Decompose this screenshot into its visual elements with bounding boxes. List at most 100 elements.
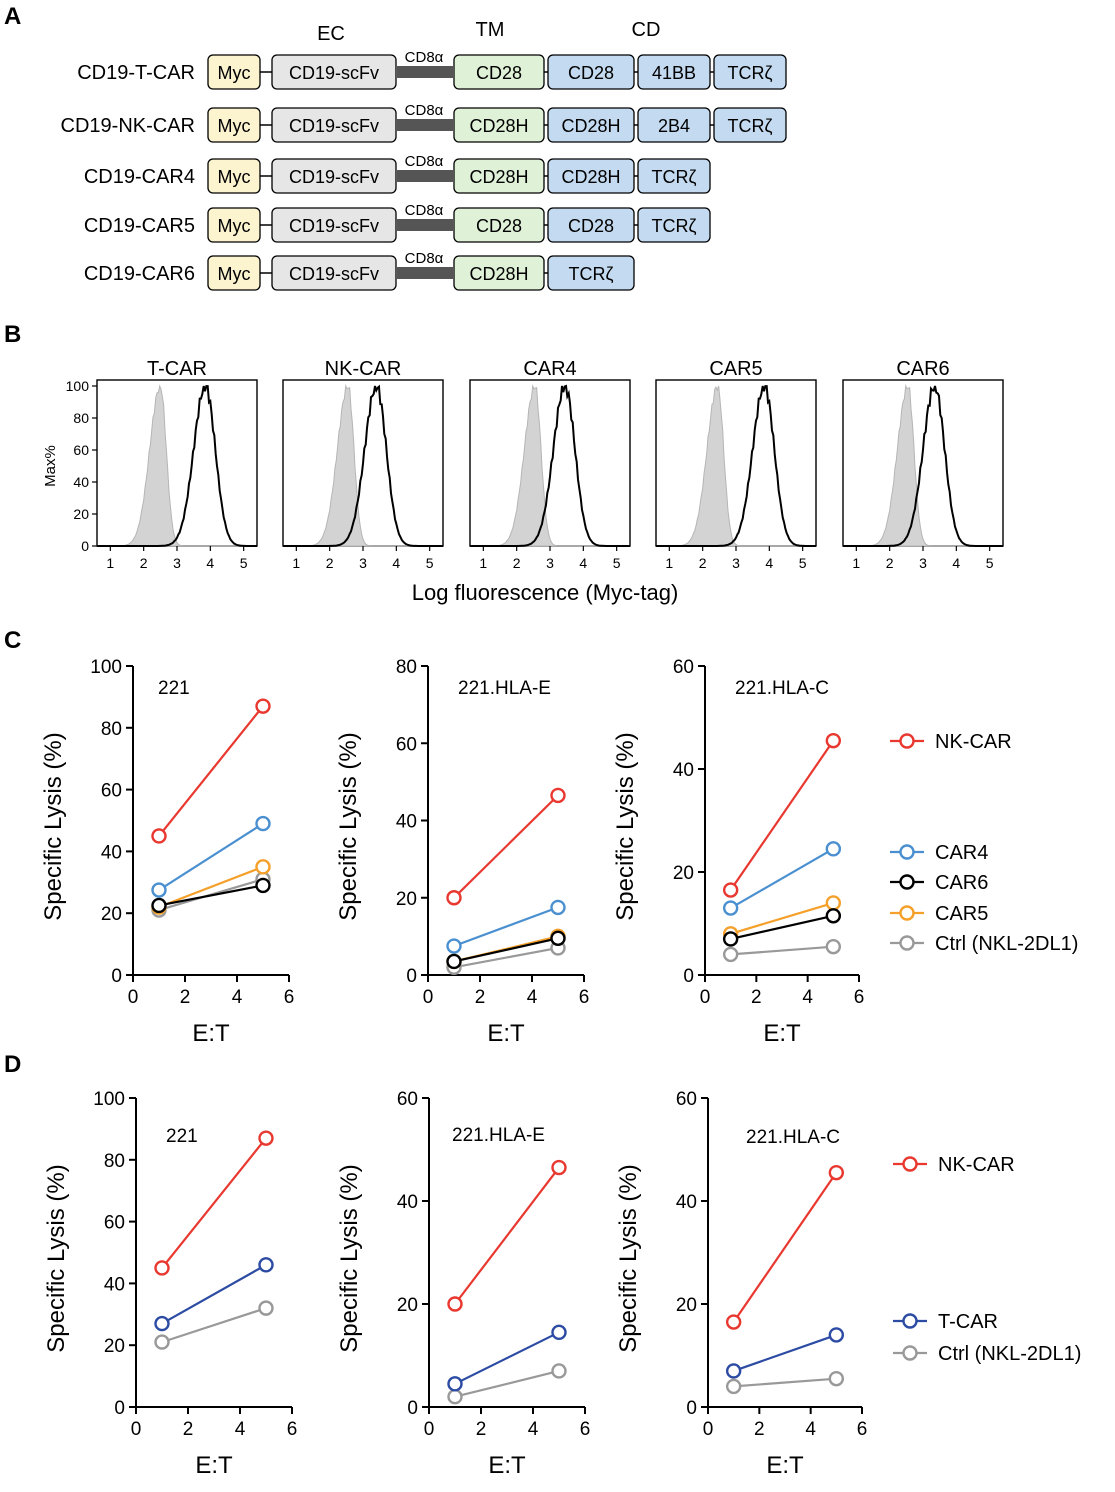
domain-label: CD28 <box>568 63 614 83</box>
legend-marker <box>902 1345 918 1361</box>
legend-item-t-car: T-CAR <box>893 1311 998 1333</box>
series-line <box>453 946 559 969</box>
data-point <box>446 890 462 906</box>
domain-tm <box>453 54 545 90</box>
y-tick-label: 0 <box>406 966 417 987</box>
series-line <box>730 901 834 935</box>
construct-cd19-nk-car: CD19-NK-CAR CD8α Myc CD19-scFv CD28H CD28H 2B4… <box>61 102 787 143</box>
domain-cd <box>637 158 711 194</box>
y-tick-label: 20 <box>396 889 417 910</box>
data-point <box>725 1378 742 1395</box>
x-tick-label: 0 <box>128 987 139 1008</box>
domain-label: 2B4 <box>658 116 690 136</box>
domain-label: Myc <box>218 216 251 236</box>
control-histogram <box>656 385 816 547</box>
legend-marker <box>902 1156 918 1172</box>
data-point <box>825 895 842 911</box>
y-tick-label: 60 <box>104 1213 125 1234</box>
x-tick-label: 4 <box>805 1419 816 1440</box>
car-histogram <box>97 385 257 547</box>
x-tick-label: 2 <box>140 555 148 571</box>
x-tick-label: 6 <box>287 1419 298 1440</box>
y-tick-label: 20 <box>397 1295 418 1316</box>
cd8a-hinge <box>397 267 453 279</box>
data-point <box>255 815 271 832</box>
legend-label: Ctrl (NKL-2DL1) <box>935 933 1078 955</box>
x-tick-label: 4 <box>206 555 214 571</box>
car-histogram <box>283 384 443 547</box>
data-point <box>551 1159 567 1176</box>
chart-d-221: 0 20 40 60 80 100 0 2 4 6 E:T Specific Lysis (%) 221 <box>43 1089 297 1479</box>
legend-label: CAR5 <box>935 903 988 925</box>
domain-tm <box>453 158 545 194</box>
domain-label: Myc <box>218 63 251 83</box>
data-point <box>722 900 739 916</box>
domain-cd <box>547 255 635 291</box>
data-point <box>722 882 739 898</box>
y-tick-label: 60 <box>73 442 89 458</box>
x-tick-label: 3 <box>919 555 927 571</box>
x-tick-label: 4 <box>235 1419 246 1440</box>
x-axis-label: E:T <box>763 1020 801 1047</box>
series-line <box>730 914 834 941</box>
series-ctrl-nkl-2dl1 <box>446 940 566 975</box>
x-tick-label: 2 <box>476 1419 487 1440</box>
series-car4 <box>151 815 271 898</box>
legend-item-car6: CAR6 <box>890 872 988 894</box>
series-line <box>161 1307 267 1344</box>
y-tick-label: 20 <box>676 1295 697 1316</box>
data-point <box>551 1363 567 1379</box>
legends: NK-CAR CAR4 CAR6 CAR5 Ctrl (NKL-2DL1) NK-CAR T… <box>890 731 1081 1365</box>
chart-title: 221 <box>158 678 190 699</box>
y-tick-label: 60 <box>396 734 417 755</box>
histogram-car4: CAR4 1 2 3 4 5 <box>469 358 631 571</box>
legend-label: CAR4 <box>935 842 988 864</box>
construct-name: CD19-T-CAR <box>77 62 195 84</box>
data-point <box>722 946 739 963</box>
domain-label: Myc <box>218 167 251 187</box>
data-point <box>258 1257 274 1273</box>
x-tick-label: 2 <box>754 1419 765 1440</box>
legend-label: Ctrl (NKL-2DL1) <box>938 1343 1081 1365</box>
series-nk-car <box>722 732 842 898</box>
domain-cd <box>713 107 787 143</box>
legend-marker <box>899 905 915 921</box>
histogram-nk-car: NK-CAR 1 2 3 4 5 <box>282 358 444 571</box>
y-axis-label: Specific Lysis (%) <box>336 1164 363 1352</box>
control-histogram <box>843 384 1003 547</box>
data-point <box>551 1324 567 1341</box>
x-tick-label: 4 <box>528 1419 539 1440</box>
x-axis-label: E:T <box>488 1452 526 1479</box>
legend-item-car4: CAR4 <box>890 842 988 864</box>
domain-label: Myc <box>218 264 251 284</box>
x-tick-label: 4 <box>232 987 243 1008</box>
domain-cd <box>547 158 635 194</box>
histogram-title: T-CAR <box>147 358 207 380</box>
series-line <box>161 1263 267 1325</box>
domain-cd <box>637 207 711 243</box>
data-point <box>828 1370 845 1387</box>
x-tick-label: 2 <box>699 555 707 571</box>
hinge-label: CD8α <box>405 202 444 219</box>
data-point <box>447 1388 463 1405</box>
series-line <box>158 884 264 907</box>
x-tick-label: 4 <box>392 555 400 571</box>
control-histogram <box>97 384 257 547</box>
data-point <box>446 953 462 970</box>
data-point <box>446 938 462 954</box>
x-tick-label: 1 <box>852 555 860 571</box>
y-tick-label: 80 <box>396 657 417 678</box>
chart-c-221-hla-e: 0 20 40 60 80 0 2 4 6 E:T Specific Lysis (%) 221.HL… <box>335 657 589 1047</box>
chart-title: 221.HLA-C <box>746 1127 840 1148</box>
y-tick-label: 60 <box>397 1089 418 1110</box>
domain-scfv <box>271 107 397 143</box>
histogram-frame <box>469 379 631 547</box>
domain-label: 41BB <box>652 63 696 83</box>
domain-cd <box>547 54 635 90</box>
x-tick-label: 4 <box>527 987 538 1008</box>
data-point <box>550 899 566 916</box>
domain-label: CD19-scFv <box>289 216 379 236</box>
domain-myc <box>207 255 261 291</box>
series-line <box>454 1369 560 1398</box>
y-tick-label: 20 <box>101 904 122 925</box>
